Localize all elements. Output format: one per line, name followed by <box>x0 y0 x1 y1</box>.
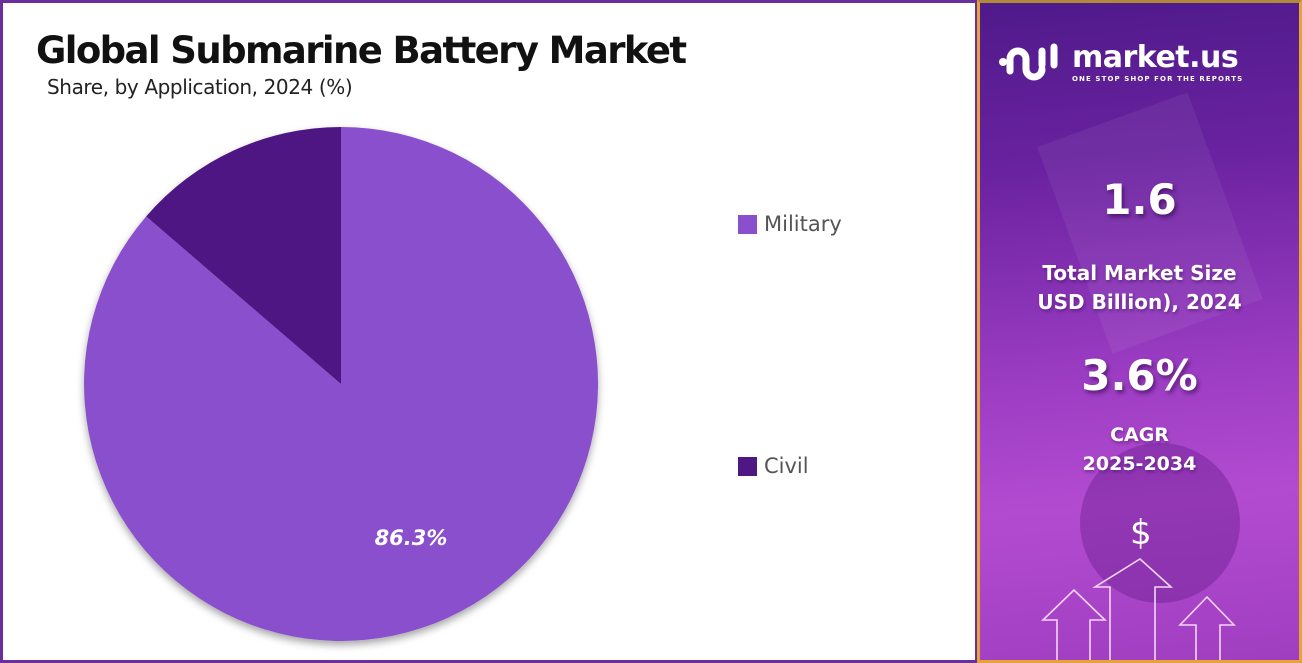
brand-tagline: ONE STOP SHOP FOR THE REPORTS <box>1072 74 1244 83</box>
pie-slice-civil <box>146 127 341 384</box>
legend-label-military: Military <box>764 212 842 236</box>
info-panel: market.us ONE STOP SHOP FOR THE REPORTS … <box>977 0 1302 663</box>
pie-slice-military <box>84 127 599 641</box>
dollar-icon: $ <box>1130 513 1152 553</box>
pie-chart: 86.3% <box>84 127 599 641</box>
chart-title: Global Submarine Battery Market <box>36 29 687 72</box>
pie-label-military: 86.3% <box>375 526 448 550</box>
cagr-value: 3.6% <box>1081 351 1198 400</box>
cagr-label-line2: 2025-2034 <box>1082 453 1197 475</box>
chart-subtitle: Share, by Application, 2024 (%) <box>47 75 353 99</box>
brand-logo: market.us ONE STOP SHOP FOR THE REPORTS <box>998 41 1243 83</box>
market-size-label-line1: Total Market Size <box>1042 261 1237 285</box>
chart-panel: Global Submarine Battery Market Share, b… <box>0 0 977 663</box>
market-size-label-line2: USD Billion), 2024 <box>1037 290 1242 314</box>
legend-swatch-military <box>738 214 757 234</box>
market-us-logo-icon <box>999 43 1058 81</box>
market-size-value: 1.6 <box>1102 175 1177 224</box>
cagr-label-line1: CAGR <box>1110 424 1169 446</box>
legend-label-civil: Civil <box>764 454 809 478</box>
growth-arrows-icon <box>1041 558 1236 660</box>
legend-item-military: Military <box>738 212 842 236</box>
legend-swatch-civil <box>738 456 757 476</box>
legend-item-civil: Civil <box>738 454 809 478</box>
brand-name: market.us <box>1072 39 1239 75</box>
